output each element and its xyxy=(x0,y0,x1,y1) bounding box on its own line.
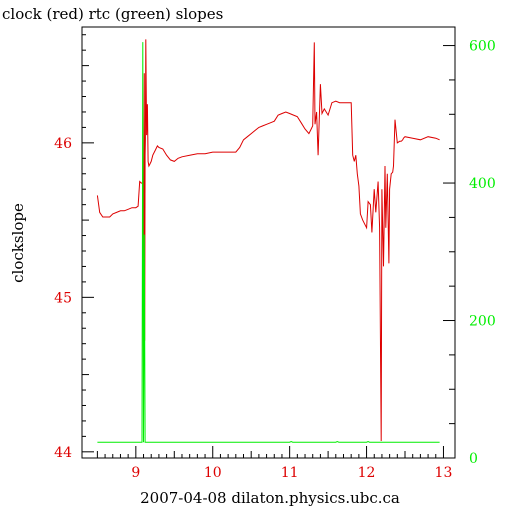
chart-title: clock (red) rtc (green) slopes xyxy=(2,5,223,23)
x-tick-label: 9 xyxy=(131,465,140,481)
y-left-tick-label: 46 xyxy=(54,136,72,152)
y-right-tick-label: 400 xyxy=(469,176,496,192)
series-rtc-line xyxy=(97,42,440,443)
y-right-tick-label: 0 xyxy=(469,451,478,467)
plot-frame xyxy=(81,26,456,459)
x-axis: 9 10 11 12 13 xyxy=(96,446,453,481)
y-right-tick-label: 200 xyxy=(469,314,496,330)
y-right-tick-label: 600 xyxy=(469,39,496,55)
y-axis-right: 0 200 400 600 xyxy=(443,39,496,467)
series-clock-line xyxy=(96,39,440,442)
y-axis-left: 44 45 46 xyxy=(54,34,94,461)
x-axis-label: 2007-04-08 dilaton.physics.ubc.ca xyxy=(140,489,400,507)
x-tick-label: 12 xyxy=(358,465,376,481)
y-left-tick-label: 45 xyxy=(54,290,72,306)
x-tick-label: 13 xyxy=(435,465,453,481)
y-axis-label: clockslope xyxy=(9,203,27,283)
y-left-tick-label: 44 xyxy=(54,445,72,461)
series-layer xyxy=(96,39,440,443)
plot-border xyxy=(81,26,456,459)
x-tick-label: 10 xyxy=(204,465,222,481)
x-tick-label: 11 xyxy=(281,465,299,481)
